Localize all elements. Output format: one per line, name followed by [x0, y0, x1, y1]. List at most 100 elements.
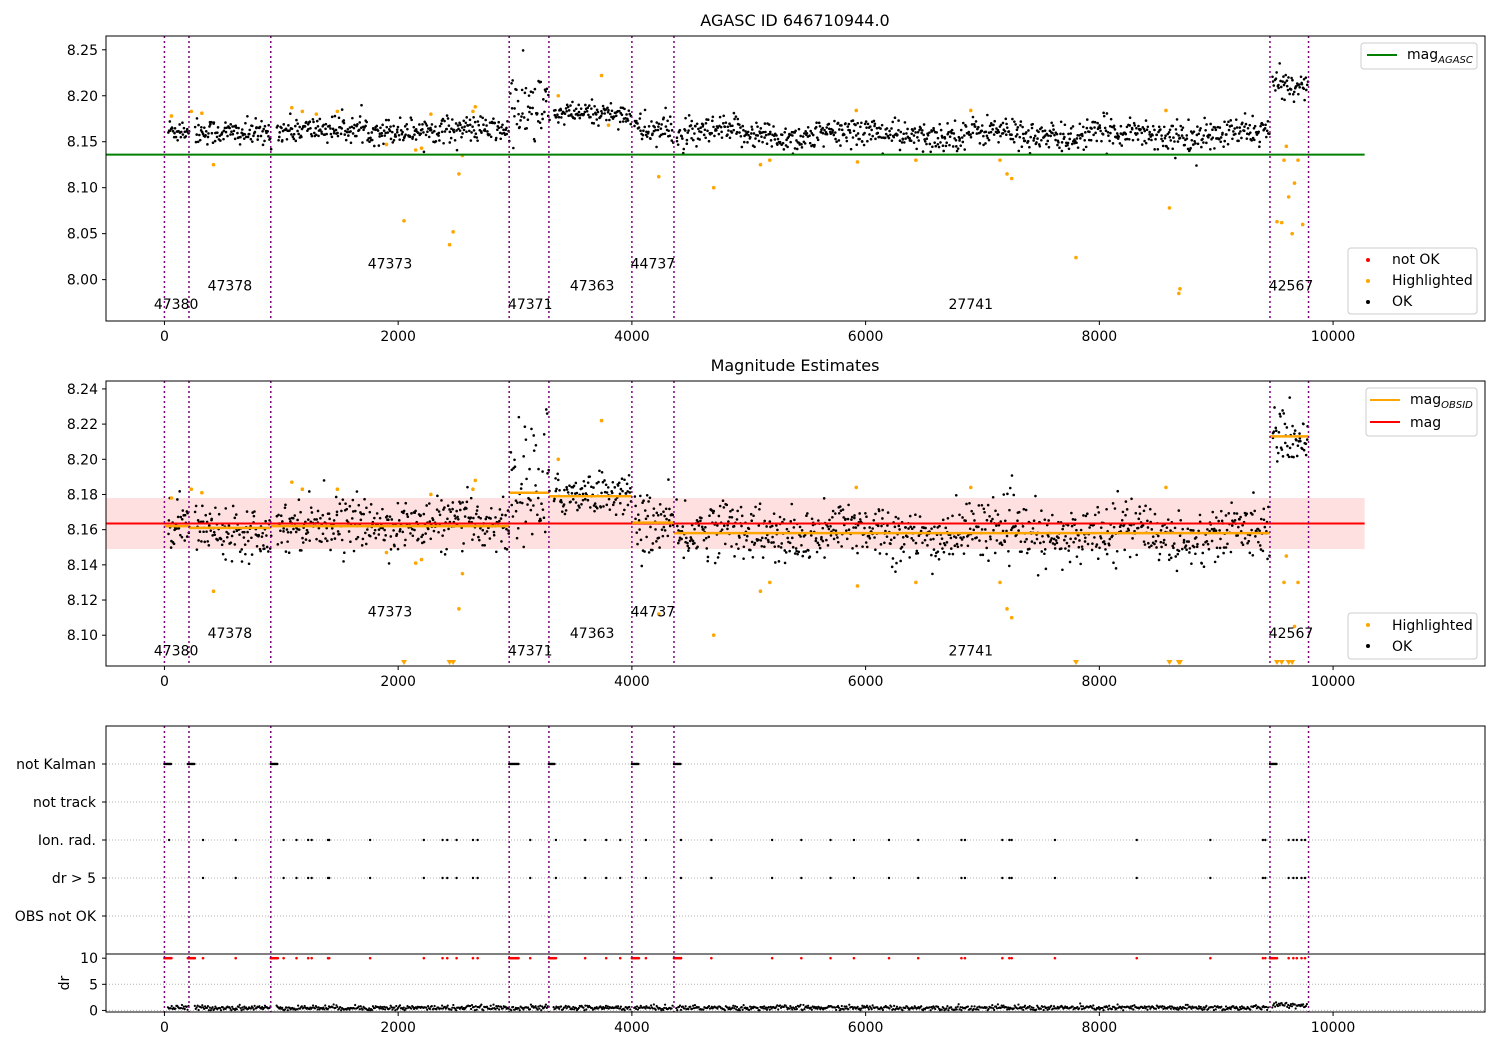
ok-point [570, 113, 573, 116]
ok-point [343, 551, 346, 554]
ok-point [1291, 78, 1294, 82]
ok-point [1226, 542, 1229, 546]
dr-point [536, 1008, 539, 1011]
ok-point [257, 533, 261, 537]
ok-point [1004, 117, 1008, 121]
ok-point [1089, 138, 1093, 142]
ok-point [463, 125, 466, 128]
ok-point [656, 513, 660, 517]
ok-point [1264, 123, 1267, 127]
ok-point [651, 132, 654, 135]
ok-point [735, 518, 739, 521]
ok-point [854, 134, 858, 137]
ok-point [1094, 131, 1097, 135]
ok-point [603, 479, 606, 482]
ok-point [1084, 536, 1087, 540]
ok-point [224, 130, 228, 134]
highlighted-point [1282, 580, 1286, 585]
ok-point [1008, 508, 1011, 512]
ok-point [699, 519, 702, 523]
ok-points [167, 49, 1310, 167]
ok-point [556, 472, 559, 476]
dr-point [332, 1003, 335, 1006]
ok-point [1169, 556, 1173, 560]
ok-point [324, 127, 327, 131]
dr-red-point [1001, 956, 1004, 960]
ok-point [1005, 534, 1009, 538]
dr-red-point [1261, 956, 1265, 960]
ok-point [1250, 528, 1253, 532]
ok-point [605, 118, 608, 122]
dr-y-tick-label: 0 [89, 1003, 98, 1019]
ok-point [754, 137, 757, 140]
dr-point [297, 1004, 300, 1007]
ok-point [355, 490, 359, 493]
ok-point [906, 127, 909, 131]
ok-point [618, 492, 622, 496]
ok-point [1169, 139, 1173, 142]
ok-point [1098, 126, 1102, 130]
ok-point [1067, 132, 1070, 136]
ok-point [451, 501, 455, 504]
ok-point [1030, 540, 1034, 543]
ok-point [599, 114, 603, 118]
ok-point [244, 552, 247, 556]
ok-point [1064, 547, 1067, 550]
ok-point [639, 494, 642, 498]
dr-point [649, 1007, 652, 1010]
ok-point [728, 122, 731, 126]
ok-point [667, 129, 670, 133]
ok-point [1265, 135, 1268, 139]
ok-point [1171, 147, 1175, 151]
ok-point [1278, 62, 1281, 65]
ok-point [740, 514, 744, 518]
ok-point [763, 136, 766, 139]
ok-point [776, 137, 780, 141]
ok-point [307, 127, 310, 131]
dr-point [1041, 1005, 1044, 1009]
ok-point [207, 544, 211, 547]
ok-point [816, 541, 820, 545]
ok-point [481, 543, 484, 547]
ok-point [215, 135, 219, 139]
ok-point [656, 128, 660, 132]
ok-point [452, 128, 455, 132]
ok-point [177, 527, 181, 530]
ok-point [869, 137, 873, 141]
dr-point [785, 1006, 788, 1009]
ok-point [224, 507, 228, 510]
ok-point [527, 94, 531, 97]
ok-point [997, 130, 1001, 134]
legend-highlighted-label: Highlighted [1392, 618, 1473, 634]
ok-point [1202, 134, 1206, 137]
ok-point [198, 138, 202, 142]
ok-point [678, 128, 682, 132]
flag-point [1135, 838, 1138, 842]
ok-point [361, 537, 365, 541]
dr-point [973, 1005, 976, 1008]
highlighted-point [1290, 231, 1294, 236]
ok-point [1037, 130, 1040, 134]
ok-point [464, 121, 468, 125]
ok-point [530, 112, 533, 116]
ok-point [1291, 92, 1295, 96]
ok-point [866, 122, 870, 126]
dr-point [398, 1004, 402, 1007]
ok-point [955, 542, 959, 546]
flag-point [1287, 838, 1290, 842]
ok-point [458, 508, 462, 512]
ok-point [1108, 139, 1111, 143]
dr-point [1097, 1006, 1100, 1009]
ok-point [1192, 130, 1196, 133]
ok-point [789, 519, 793, 523]
ok-point [468, 118, 472, 122]
ok-point [754, 505, 757, 509]
ok-point [943, 543, 947, 547]
ok-point [1103, 542, 1107, 546]
ok-point [1243, 537, 1247, 540]
ok-point [1112, 561, 1115, 565]
dr-point [1240, 1005, 1244, 1008]
ok-point [208, 125, 211, 128]
ok-point [1282, 75, 1285, 78]
ok-point [1069, 127, 1073, 130]
